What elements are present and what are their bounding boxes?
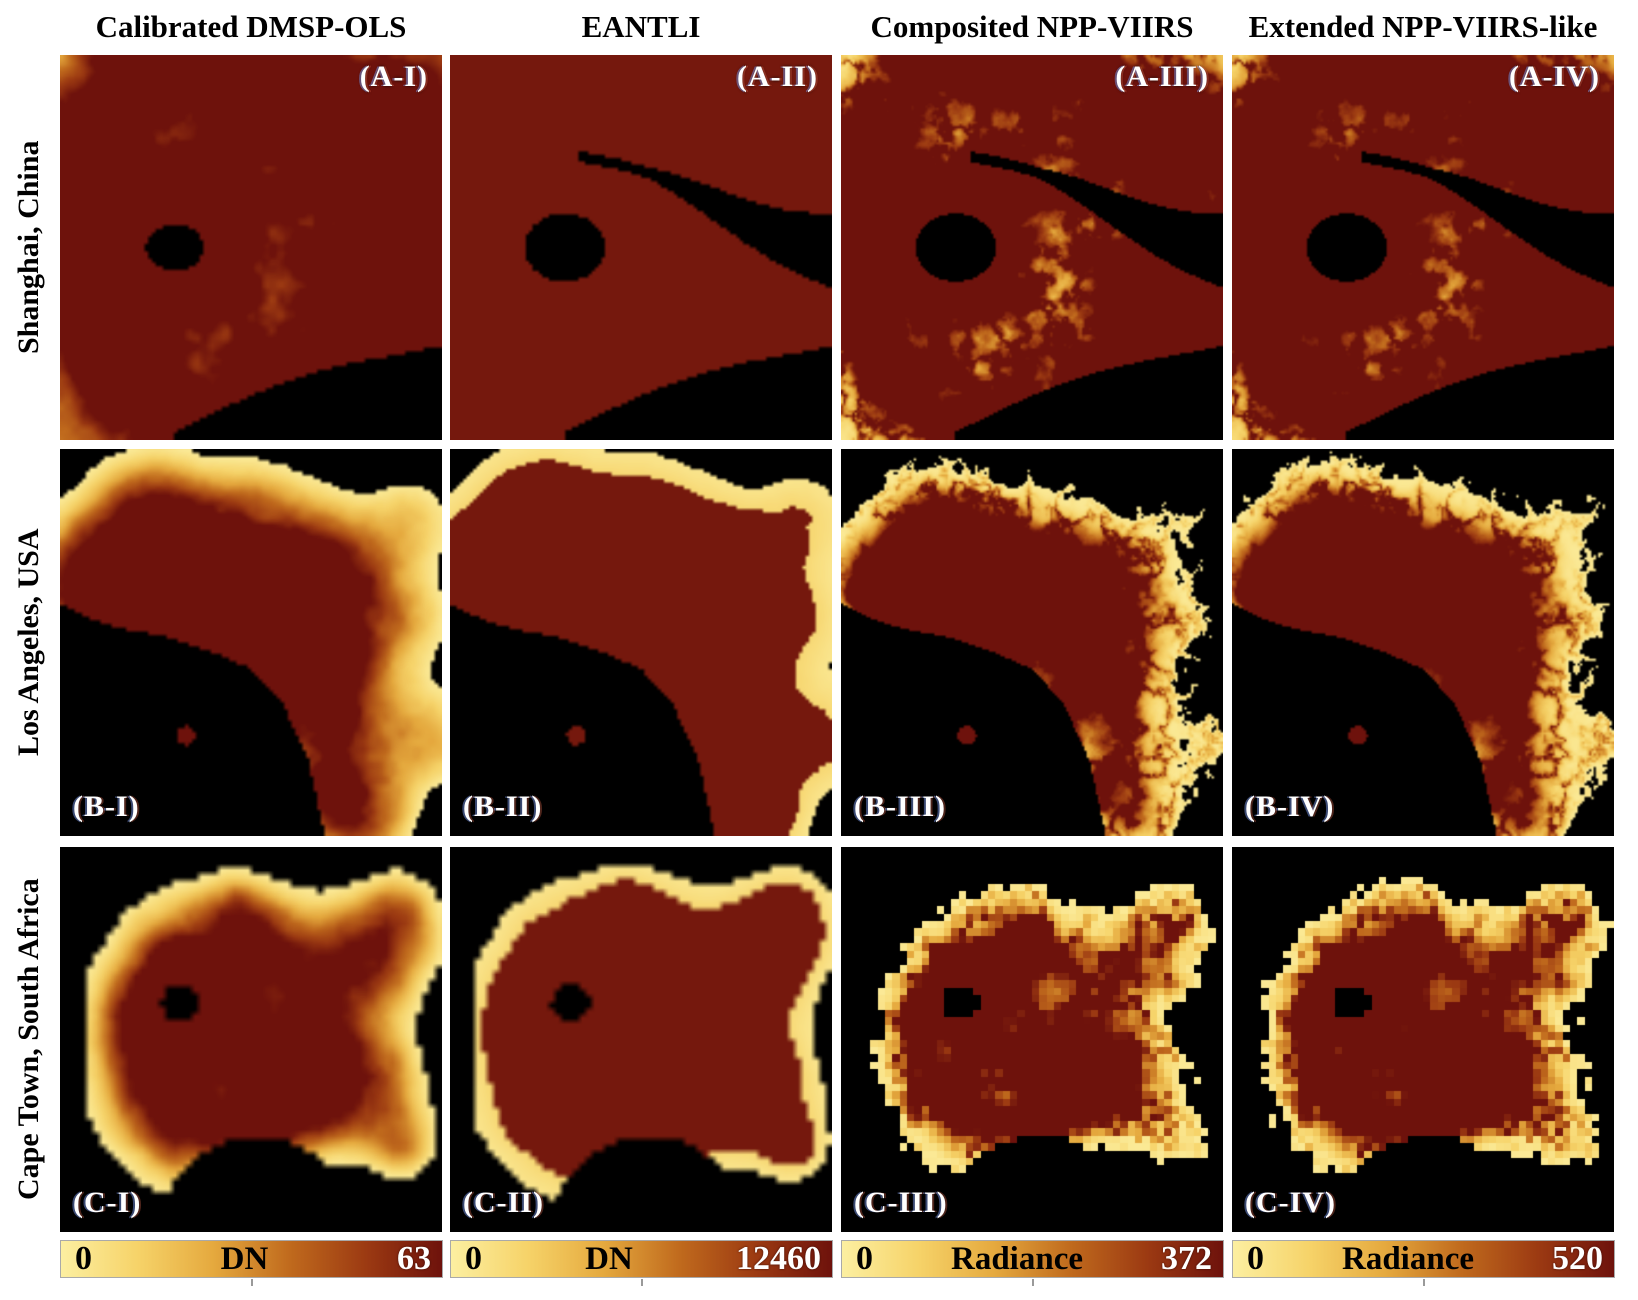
panel-label: (B-IV) <box>1245 790 1335 823</box>
map-panel-A-II: (A-II) <box>450 55 832 440</box>
panel-label: (B-II) <box>463 790 543 823</box>
panel-label: (C-III) <box>854 1186 948 1219</box>
colorbar-unit-label: Radiance <box>951 1240 1083 1277</box>
map-panel-C-II: (C-II) <box>450 847 832 1232</box>
nightlights-map-losangeles-viirslike <box>1232 449 1614 836</box>
panel-label: (A-I) <box>359 60 428 93</box>
colorbar-dmsp: 0 DN 63 <box>60 1240 443 1278</box>
nightlights-map-shanghai-viirs <box>841 55 1223 440</box>
colorbar-viirslike: 0 Radiance 520 <box>1232 1240 1615 1278</box>
colorbar-eantli: 0 DN 12460 <box>450 1240 833 1278</box>
colorbar-unit-label: DN <box>220 1240 269 1277</box>
map-panel-A-III: (A-III) <box>841 55 1223 440</box>
panel-label: (B-III) <box>854 790 947 823</box>
column-title-eantli: EANTLI <box>581 9 701 44</box>
column-title-viirs: Composited NPP-VIIRS <box>870 9 1194 44</box>
nightlights-map-losangeles-viirs <box>841 449 1223 836</box>
map-panel-C-I: (C-I) <box>60 847 442 1232</box>
colorbar-min-value: 0 <box>856 1240 873 1277</box>
nightlights-map-shanghai-dmsp <box>60 55 442 440</box>
colorbar-min-value: 0 <box>465 1240 482 1277</box>
panel-label: (A-II) <box>737 60 818 93</box>
colorbar-max-value: 12460 <box>736 1240 821 1277</box>
colorbar-tick <box>1032 1279 1034 1286</box>
map-panel-C-III: (C-III) <box>841 847 1223 1232</box>
nightlights-map-losangeles-eantli <box>450 449 832 836</box>
colorbar-max-value: 63 <box>397 1240 431 1277</box>
panel-label: (B-I) <box>73 790 140 823</box>
nightlights-map-shanghai-viirslike <box>1232 55 1614 440</box>
row-label-shanghai: Shanghai, China <box>12 140 45 355</box>
colorbar-tick <box>1423 1279 1425 1286</box>
colorbar-max-value: 372 <box>1161 1240 1212 1277</box>
panel-label: (A-IV) <box>1509 60 1600 93</box>
map-panel-B-II: (B-II) <box>450 449 832 836</box>
nightlights-map-losangeles-dmsp <box>60 449 442 836</box>
map-panel-B-I: (B-I) <box>60 449 442 836</box>
colorbar-viirs: 0 Radiance 372 <box>841 1240 1224 1278</box>
colorbar-min-value: 0 <box>75 1240 92 1277</box>
panel-label: (A-III) <box>1115 60 1209 93</box>
colorbar-tick <box>641 1279 643 1286</box>
panel-label: (C-II) <box>463 1186 544 1219</box>
nightlights-map-capetown-viirs <box>841 847 1223 1232</box>
nightlights-map-capetown-dmsp <box>60 847 442 1232</box>
nightlights-map-shanghai-eantli <box>450 55 832 440</box>
map-panel-A-IV: (A-IV) <box>1232 55 1614 440</box>
map-panel-C-IV: (C-IV) <box>1232 847 1614 1232</box>
nightlights-map-capetown-viirslike <box>1232 847 1614 1232</box>
map-panel-B-III: (B-III) <box>841 449 1223 836</box>
colorbar-unit-label: DN <box>585 1240 633 1277</box>
column-title-viirslike: Extended NPP-VIIRS-like <box>1248 9 1598 44</box>
nightlights-map-capetown-eantli <box>450 847 832 1232</box>
column-title-dmsp: Calibrated DMSP-OLS <box>95 9 407 44</box>
map-panel-A-I: (A-I) <box>60 55 442 440</box>
colorbar-max-value: 520 <box>1552 1240 1603 1277</box>
row-label-losangeles: Los Angeles, USA <box>12 528 45 757</box>
panel-label: (C-I) <box>73 1186 142 1219</box>
colorbar-unit-label: Radiance <box>1342 1240 1474 1277</box>
panel-label: (C-IV) <box>1245 1186 1336 1219</box>
map-panel-B-IV: (B-IV) <box>1232 449 1614 836</box>
colorbar-tick <box>251 1279 253 1286</box>
colorbar-min-value: 0 <box>1247 1240 1264 1277</box>
row-label-capetown: Cape Town, South Africa <box>12 878 45 1201</box>
